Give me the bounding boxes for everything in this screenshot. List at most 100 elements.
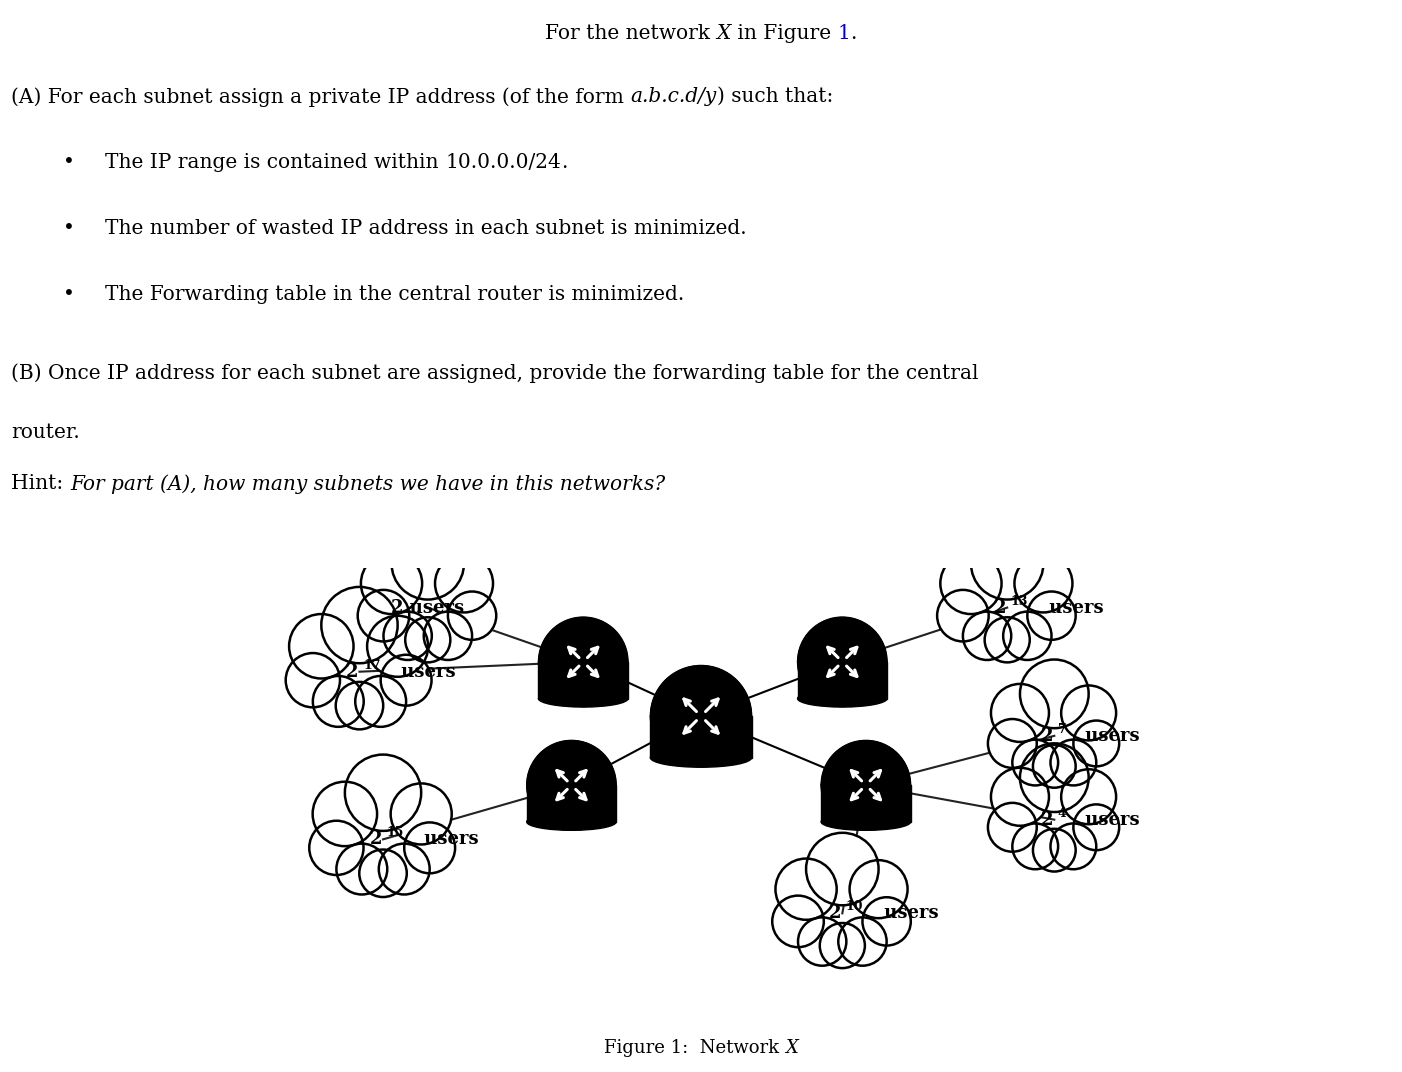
Circle shape [405, 617, 450, 662]
Text: users: users [878, 905, 938, 922]
Text: 2: 2 [346, 662, 359, 681]
Text: users: users [395, 662, 456, 681]
Circle shape [1021, 743, 1088, 812]
Circle shape [367, 615, 428, 676]
Circle shape [286, 653, 339, 708]
Text: .: . [851, 24, 857, 43]
Polygon shape [651, 716, 751, 758]
Circle shape [972, 527, 1043, 599]
Circle shape [391, 527, 464, 599]
Circle shape [941, 553, 1001, 614]
Circle shape [806, 833, 879, 905]
Circle shape [423, 612, 472, 660]
Circle shape [381, 655, 432, 705]
Circle shape [651, 666, 751, 766]
Circle shape [1021, 659, 1088, 728]
Circle shape [355, 676, 407, 727]
Polygon shape [798, 661, 887, 699]
Text: 1: 1 [837, 24, 851, 43]
Text: a.b.c.d/y: a.b.c.d/y [631, 87, 716, 106]
Text: users: users [418, 831, 479, 848]
Text: 2: 2 [1040, 727, 1053, 745]
Ellipse shape [798, 690, 887, 708]
Circle shape [289, 614, 353, 679]
Circle shape [838, 918, 886, 966]
Circle shape [1033, 745, 1075, 788]
Circle shape [988, 803, 1036, 851]
Text: 17: 17 [363, 659, 380, 672]
Polygon shape [527, 785, 617, 822]
Ellipse shape [651, 708, 751, 725]
Circle shape [1050, 740, 1096, 786]
Text: ) such that:: ) such that: [716, 87, 833, 106]
Circle shape [384, 612, 432, 660]
Circle shape [1028, 592, 1075, 640]
Text: 2: 2 [1040, 810, 1053, 829]
Ellipse shape [798, 654, 887, 670]
Circle shape [1074, 804, 1119, 850]
Circle shape [359, 849, 407, 897]
Circle shape [391, 784, 451, 845]
Circle shape [822, 741, 911, 830]
Text: •: • [63, 285, 74, 304]
Circle shape [358, 590, 409, 641]
Text: 10: 10 [845, 900, 864, 913]
Circle shape [404, 822, 456, 874]
Text: 2: 2 [369, 831, 381, 848]
Text: The IP range is contained within: The IP range is contained within [105, 153, 444, 173]
Circle shape [313, 676, 363, 727]
Circle shape [991, 684, 1049, 742]
Circle shape [988, 719, 1036, 768]
Circle shape [310, 821, 363, 875]
Circle shape [538, 617, 628, 706]
Text: •: • [63, 153, 74, 173]
Ellipse shape [538, 654, 628, 670]
Text: X: X [785, 1039, 798, 1057]
Text: 10.0.0.0/24: 10.0.0.0/24 [444, 153, 561, 173]
Text: 2: 2 [829, 905, 841, 922]
Circle shape [435, 554, 494, 612]
Circle shape [336, 844, 387, 894]
Circle shape [360, 553, 422, 614]
Text: The number of wasted IP address in each subnet is minimized.: The number of wasted IP address in each … [105, 219, 747, 238]
Ellipse shape [527, 814, 617, 831]
Text: 2 users: 2 users [391, 598, 464, 616]
Circle shape [991, 768, 1049, 825]
Circle shape [379, 844, 429, 894]
Circle shape [937, 590, 988, 641]
Circle shape [527, 741, 617, 830]
Circle shape [984, 617, 1029, 662]
Circle shape [773, 895, 824, 948]
Text: users: users [1043, 598, 1103, 616]
Text: router.: router. [11, 423, 80, 443]
Text: 13: 13 [1011, 595, 1028, 608]
Text: users: users [1080, 727, 1140, 745]
Polygon shape [538, 661, 628, 699]
Circle shape [850, 860, 907, 919]
Circle shape [321, 587, 398, 664]
Text: Figure 1:  Network: Figure 1: Network [604, 1039, 785, 1057]
Circle shape [1033, 829, 1075, 872]
Ellipse shape [822, 814, 911, 831]
Circle shape [1050, 823, 1096, 869]
Text: Hint:: Hint: [11, 474, 70, 493]
Text: (B) Once IP address for each subnet are assigned, provide the forwarding table f: (B) Once IP address for each subnet are … [11, 363, 979, 383]
Text: For part (A), how many subnets we have in this networks?: For part (A), how many subnets we have i… [70, 474, 665, 494]
Text: .: . [561, 153, 568, 173]
Text: 15: 15 [387, 827, 404, 839]
Circle shape [798, 918, 847, 966]
Ellipse shape [822, 777, 911, 793]
Circle shape [335, 682, 383, 729]
Circle shape [1012, 740, 1059, 786]
Text: The Forwarding table in the central router is minimized.: The Forwarding table in the central rout… [105, 285, 684, 304]
Circle shape [447, 592, 496, 640]
Text: 4: 4 [1059, 807, 1067, 820]
Text: 7: 7 [1059, 723, 1067, 735]
Circle shape [775, 859, 837, 920]
Circle shape [1015, 554, 1073, 612]
Circle shape [798, 617, 887, 706]
Circle shape [820, 923, 865, 968]
Circle shape [862, 897, 911, 946]
Text: users: users [1080, 810, 1140, 829]
Circle shape [1074, 720, 1119, 766]
